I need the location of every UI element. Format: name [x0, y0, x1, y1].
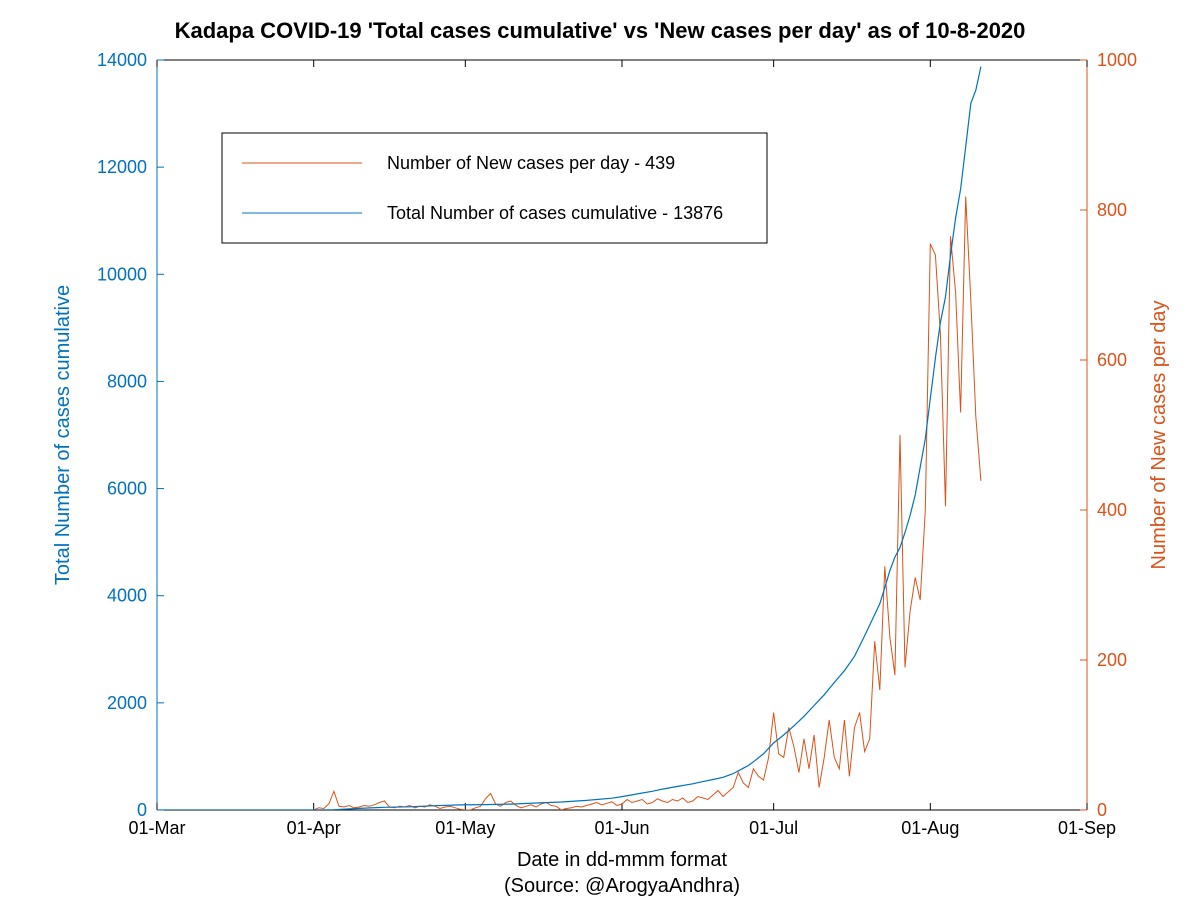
yl-axis-label: Total Number of cases cumulative [52, 285, 74, 585]
x-axis-label: Date in dd-mmm format [517, 849, 727, 871]
chart-container: Kadapa COVID-19 'Total cases cumulative'… [0, 0, 1200, 900]
chart-title: Kadapa COVID-19 'Total cases cumulative'… [175, 18, 1026, 43]
yl-tick-label: 6000 [107, 479, 147, 499]
x-tick-label: 01-Mar [128, 818, 185, 838]
x-tick-label: 01-May [435, 818, 495, 838]
yl-tick-label: 4000 [107, 586, 147, 606]
legend-label-newcases: Number of New cases per day - 439 [387, 153, 675, 173]
x-tick-label: 01-Sep [1058, 818, 1116, 838]
yl-tick-label: 10000 [97, 264, 147, 284]
legend-box [222, 133, 767, 243]
x-tick-label: 01-Jun [594, 818, 649, 838]
yr-tick-label: 600 [1097, 350, 1127, 370]
yr-tick-label: 800 [1097, 200, 1127, 220]
x-tick-label: 01-Jul [749, 818, 798, 838]
x-tick-label: 01-Apr [287, 818, 341, 838]
yr-tick-label: 0 [1097, 800, 1107, 820]
chart-svg: Kadapa COVID-19 'Total cases cumulative'… [0, 0, 1200, 900]
yr-tick-label: 400 [1097, 500, 1127, 520]
yr-axis-label: Number of New cases per day [1148, 300, 1170, 569]
yl-tick-label: 12000 [97, 157, 147, 177]
x-axis-sublabel: (Source: @ArogyaAndhra) [504, 875, 740, 897]
yl-tick-label: 0 [137, 800, 147, 820]
yr-tick-label: 1000 [1097, 50, 1137, 70]
yl-tick-label: 8000 [107, 371, 147, 391]
yl-tick-label: 14000 [97, 50, 147, 70]
yl-tick-label: 2000 [107, 693, 147, 713]
legend-label-cumulative: Total Number of cases cumulative - 13876 [387, 203, 723, 223]
x-tick-label: 01-Aug [901, 818, 959, 838]
yr-tick-label: 200 [1097, 650, 1127, 670]
